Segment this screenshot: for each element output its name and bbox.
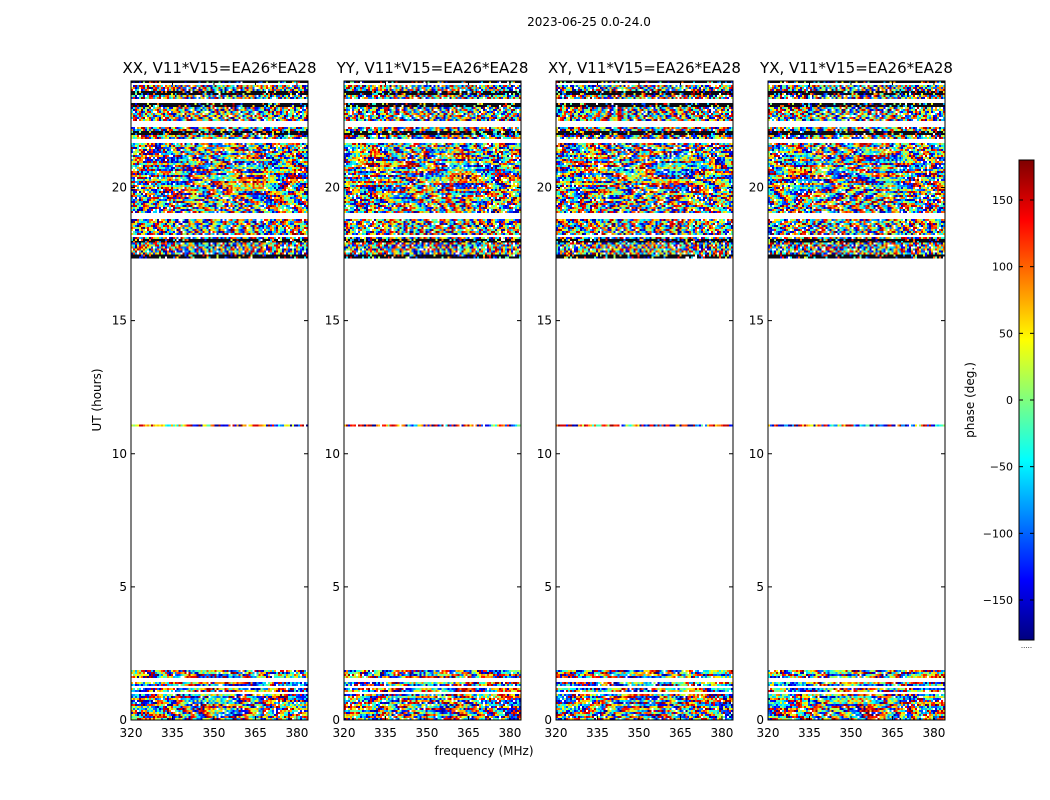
- colorbar-tick-label: 100: [992, 261, 1013, 274]
- x-tick-label: 335: [798, 726, 821, 740]
- panel-1: YY, V11*V15=EA26*EA28 320 335 350 365 380 0 5 10…: [325, 59, 529, 740]
- y-tick-label: 0: [119, 713, 127, 727]
- x-tick-label: 365: [881, 726, 904, 740]
- y-tick-label: 10: [325, 447, 340, 461]
- x-tick-label: 320: [757, 726, 780, 740]
- x-tick-label: 320: [120, 726, 143, 740]
- y-tick-label: 5: [119, 580, 127, 594]
- heatmap-image: [556, 81, 733, 720]
- y-tick-label: 5: [332, 580, 340, 594]
- y-tick-label: 15: [112, 314, 127, 328]
- axes-frame: [555, 80, 734, 721]
- y-tick-label: 15: [749, 314, 764, 328]
- x-tick-label: 350: [416, 726, 439, 740]
- x-tick-label: 350: [628, 726, 651, 740]
- x-tick-label: 350: [203, 726, 226, 740]
- panel-title: XY, V11*V15=EA26*EA28: [548, 59, 741, 77]
- x-tick-label: 335: [586, 726, 609, 740]
- panel-title: XX, V11*V15=EA26*EA28: [122, 59, 316, 77]
- x-tick-label: 365: [457, 726, 480, 740]
- x-tick-label: 350: [840, 726, 863, 740]
- x-tick-label: 365: [669, 726, 692, 740]
- x-tick-label: 335: [374, 726, 397, 740]
- x-tick-label: 335: [161, 726, 184, 740]
- y-tick-label: 5: [544, 580, 552, 594]
- colorbar-label: phase (deg.): [963, 362, 977, 438]
- y-tick-label: 20: [325, 181, 340, 195]
- x-tick-label: 365: [244, 726, 267, 740]
- colorbar: 150 100 50 0 −50 −100 −150 phase (deg.).....: [963, 159, 1035, 650]
- panel-0: XX, V11*V15=EA26*EA28 320 335 350 365 380 0 5 10…: [112, 59, 317, 740]
- x-tick-label: 320: [545, 726, 568, 740]
- x-tick-label: 320: [333, 726, 356, 740]
- y-tick-label: 0: [332, 713, 340, 727]
- y-tick-label: 10: [537, 447, 552, 461]
- x-tick-label: 380: [285, 726, 308, 740]
- panel-title: YY, V11*V15=EA26*EA28: [336, 59, 529, 77]
- x-tick-label: 380: [922, 726, 945, 740]
- colorbar-tick-label: 50: [999, 327, 1013, 340]
- axes-frame: [767, 80, 946, 721]
- y-tick-label: 10: [112, 447, 127, 461]
- y-tick-label: 5: [756, 580, 764, 594]
- y-axis-label: UT (hours): [90, 368, 104, 431]
- y-tick-label: 15: [537, 314, 552, 328]
- x-tick-label: 380: [710, 726, 733, 740]
- axes-frame: [343, 80, 522, 721]
- colorbar-tick-label: −100: [983, 527, 1013, 540]
- y-tick-label: 20: [537, 181, 552, 195]
- y-tick-label: 20: [749, 181, 764, 195]
- x-axis-label: frequency (MHz): [434, 744, 533, 758]
- panels-group: XX, V11*V15=EA26*EA28 320 335 350 365 380 0 5 10…: [112, 59, 953, 740]
- colorbar-tick-label: 150: [992, 194, 1013, 207]
- colorbar-tick-label: −150: [983, 594, 1013, 607]
- heatmap-image: [768, 81, 945, 720]
- panel-title: YX, V11*V15=EA26*EA28: [759, 59, 953, 77]
- y-tick-label: 20: [112, 181, 127, 195]
- y-tick-label: 0: [756, 713, 764, 727]
- heatmap-image: [344, 81, 521, 720]
- heatmap-image: [131, 81, 308, 720]
- y-tick-label: 10: [749, 447, 764, 461]
- panel-2: XY, V11*V15=EA26*EA28 320 335 350 365 380 0 5 10…: [537, 59, 741, 740]
- colorbar-tick-label: −50: [990, 461, 1013, 474]
- figure-suptitle: 2023-06-25 0.0-24.0: [527, 15, 651, 29]
- y-tick-label: 0: [544, 713, 552, 727]
- y-tick-label: 15: [325, 314, 340, 328]
- x-tick-label: 380: [498, 726, 521, 740]
- colorbar-tick-label: 0: [1006, 394, 1013, 407]
- panel-3: YX, V11*V15=EA26*EA28 320 335 350 365 380 0 5 10…: [749, 59, 953, 740]
- colorbar-footnote: .....: [1021, 642, 1032, 650]
- axes-frame: [130, 80, 309, 721]
